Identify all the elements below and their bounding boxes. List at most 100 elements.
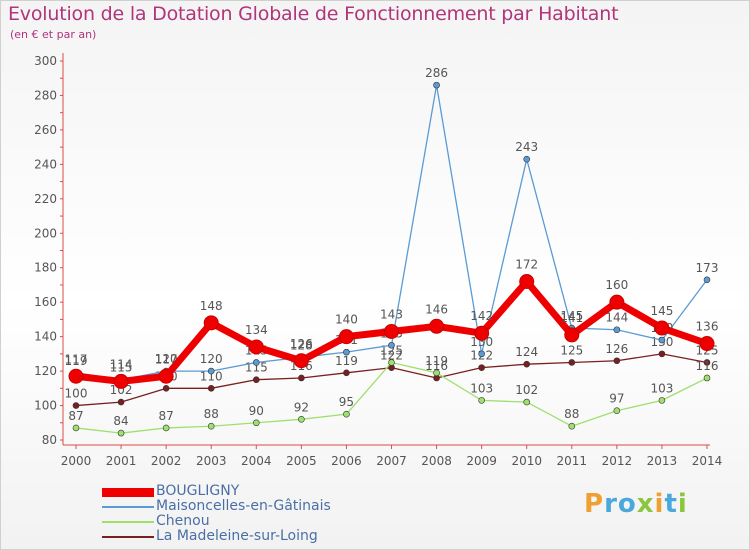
data-point — [654, 320, 670, 336]
x-tick-label: 2006 — [331, 454, 362, 468]
data-label: 134 — [245, 323, 268, 337]
logo-letter: t — [664, 489, 678, 519]
data-point — [478, 397, 485, 404]
data-point — [564, 327, 580, 343]
data-label: 126 — [605, 342, 628, 356]
data-label: 160 — [605, 278, 628, 292]
y-tick-label: 260 — [34, 123, 57, 137]
x-tick-label: 2014 — [692, 454, 723, 468]
x-tick-label: 2002 — [151, 454, 182, 468]
y-tick-label: 280 — [34, 88, 57, 102]
data-point — [252, 419, 260, 427]
data-point — [68, 368, 84, 384]
proxiti-logo: Proxiti — [584, 489, 688, 519]
data-label: 102 — [515, 383, 538, 397]
data-point — [703, 359, 711, 366]
data-point — [72, 424, 80, 432]
data-point — [343, 410, 350, 418]
legend-swatch-madeleine — [102, 536, 154, 538]
data-label: 95 — [339, 395, 354, 409]
data-point — [703, 374, 711, 382]
x-tick-label: 2011 — [557, 454, 588, 468]
data-point — [658, 336, 666, 344]
data-point — [207, 367, 215, 375]
data-label: 119 — [335, 354, 358, 368]
legend-swatch-maisoncelles — [102, 506, 154, 508]
data-label: 119 — [425, 354, 448, 368]
data-point — [162, 424, 170, 432]
data-label: 90 — [249, 404, 264, 418]
data-point — [388, 341, 395, 349]
data-point — [478, 364, 485, 371]
data-point — [298, 374, 305, 382]
data-label: 128 — [290, 338, 313, 352]
data-label: 88 — [564, 407, 579, 421]
data-label: 172 — [515, 258, 538, 272]
data-point — [207, 422, 215, 430]
data-label: 88 — [204, 407, 219, 421]
legend-swatch-bougligny — [102, 487, 154, 497]
data-label: 120 — [155, 352, 178, 366]
data-point — [613, 407, 621, 415]
x-tick-label: 2004 — [241, 454, 272, 468]
data-point — [658, 397, 666, 404]
data-label: 110 — [200, 369, 223, 383]
data-point — [252, 359, 260, 366]
data-label: 122 — [380, 349, 403, 363]
data-label: 140 — [335, 313, 358, 327]
y-tick-label: 140 — [34, 330, 57, 344]
data-label: 97 — [609, 392, 624, 406]
data-label: 136 — [696, 320, 719, 334]
data-point — [568, 422, 576, 430]
x-tick-label: 2003 — [196, 454, 227, 468]
data-label: 148 — [200, 299, 223, 313]
chart-subtitle: (en € et par an) — [10, 28, 97, 41]
data-point — [429, 318, 445, 334]
data-point — [248, 339, 264, 355]
data-point — [162, 385, 170, 392]
data-point — [117, 398, 125, 406]
logo-letter: x — [636, 489, 655, 519]
data-label: 124 — [515, 345, 538, 359]
data-label: 103 — [470, 381, 493, 395]
data-label: 125 — [560, 343, 583, 357]
data-point — [72, 402, 80, 409]
y-tick-label: 180 — [34, 261, 57, 275]
data-label: 173 — [696, 261, 719, 275]
x-tick-label: 2010 — [511, 454, 542, 468]
data-label: 141 — [560, 311, 583, 325]
data-point — [703, 276, 711, 284]
data-point — [207, 385, 215, 392]
data-label: 142 — [470, 309, 493, 323]
data-label: 114 — [110, 357, 133, 371]
data-point — [343, 369, 350, 377]
data-point — [523, 360, 531, 368]
data-point — [474, 325, 490, 341]
data-label: 125 — [380, 343, 403, 357]
data-label: 243 — [515, 140, 538, 154]
y-tick-label: 220 — [34, 192, 57, 206]
x-tick-label: 2007 — [376, 454, 407, 468]
data-point — [613, 357, 621, 365]
data-label: 126 — [290, 337, 313, 351]
data-label: 116 — [696, 359, 719, 373]
data-label: 92 — [294, 400, 309, 414]
data-point — [478, 350, 485, 358]
y-tick-label: 200 — [34, 226, 57, 240]
legend-label: La Madeleine-sur-Loing — [156, 528, 318, 544]
y-tick-label: 100 — [34, 399, 57, 413]
data-point — [609, 294, 625, 310]
x-tick-label: 2000 — [61, 454, 92, 468]
data-label: 145 — [560, 309, 583, 323]
data-point — [699, 336, 715, 352]
logo-letter: P — [584, 489, 605, 519]
data-point — [113, 373, 129, 389]
legend-label: BOUGLIGNY — [156, 483, 240, 499]
data-label: 117 — [65, 352, 88, 366]
data-label: 87 — [68, 409, 83, 423]
data-label: 286 — [425, 66, 448, 80]
y-tick-label: 160 — [34, 295, 57, 309]
x-tick-label: 2012 — [602, 454, 633, 468]
data-label: 115 — [110, 361, 133, 375]
data-label: 144 — [605, 311, 628, 325]
